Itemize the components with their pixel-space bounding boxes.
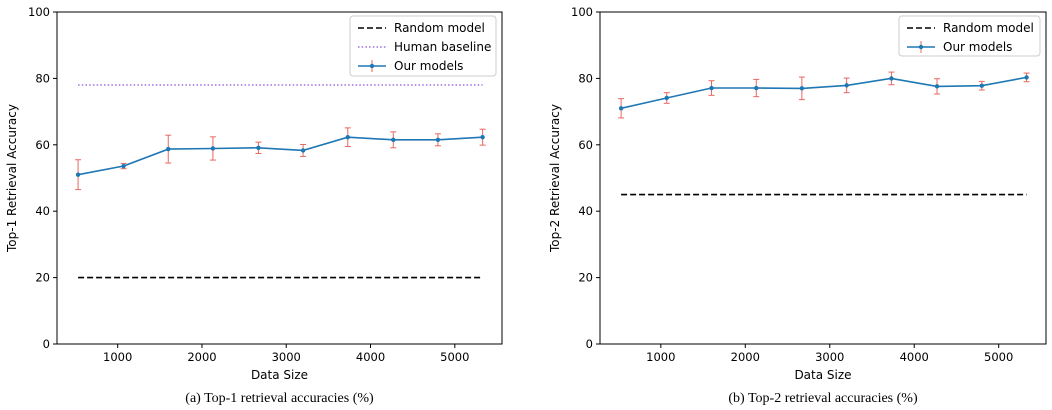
legend-label: Human baseline [394, 40, 491, 54]
legend-marker [369, 63, 375, 69]
figure-caption: (b) Top-2 retrieval accuracies (%) [728, 391, 918, 406]
data-point [754, 85, 759, 91]
y-tick-label: 0 [43, 337, 50, 351]
legend-label: Random model [394, 21, 485, 35]
x-tick-label: 2000 [187, 350, 216, 364]
data-point [345, 134, 350, 140]
x-tick-label: 4000 [356, 350, 385, 364]
data-point [300, 148, 306, 153]
y-tick-label: 40 [578, 204, 593, 218]
legend-label: Our models [394, 59, 463, 73]
y-tick-label: 100 [571, 5, 593, 19]
x-tick-label: 3000 [815, 350, 844, 364]
chart-panel-top2: 1000 2000 3000 4000 5000 0 20 40 60 80 100 Data Siz… [548, 5, 1047, 406]
x-tick-label: 5000 [440, 350, 469, 364]
legend-label: Our models [943, 40, 1012, 54]
y-axis-label: Top-2 Retrieval Accuracy [548, 104, 562, 253]
legend-box [898, 15, 1041, 57]
y-tick-label: 80 [578, 71, 593, 85]
series-line-our-models [77, 136, 483, 176]
data-point [934, 84, 940, 89]
x-tick-label: 4000 [900, 350, 929, 364]
x-tick-label: 2000 [731, 350, 760, 364]
y-tick-label: 60 [578, 138, 593, 152]
y-tick-label: 20 [35, 271, 50, 285]
x-axis-label: Data Size [794, 368, 851, 382]
data-point [844, 83, 849, 88]
data-point [618, 106, 624, 111]
data-point [391, 137, 396, 143]
y-tick-label: 60 [35, 138, 50, 152]
x-tick-label: 5000 [984, 350, 1013, 364]
data-point [799, 86, 805, 91]
y-tick-label: 0 [586, 337, 593, 351]
plot-frame [599, 11, 1047, 345]
data-point [121, 163, 126, 169]
legend-marker [918, 44, 924, 50]
legend-box [349, 15, 497, 77]
data-point [75, 172, 81, 177]
x-tick-label: 1000 [103, 350, 132, 364]
data-point [480, 134, 485, 140]
plot-frame [56, 11, 503, 345]
figure-caption: (a) Top-1 retrieval accuracies (%) [185, 391, 374, 406]
y-tick-label: 100 [28, 5, 50, 19]
data-point [256, 145, 261, 150]
x-tick-label: 1000 [646, 350, 675, 364]
y-tick-label: 20 [578, 271, 593, 285]
y-tick-label: 40 [35, 204, 50, 218]
y-tick-label: 80 [35, 71, 50, 85]
legend-label: Random model [943, 21, 1034, 35]
data-point [166, 146, 171, 152]
series-line-our-models [620, 76, 1027, 110]
data-point [889, 76, 894, 81]
data-point [1024, 75, 1029, 80]
chart-panel-top1: 1000 2000 3000 4000 5000 0 20 40 60 80 100 Data Siz… [5, 5, 503, 406]
x-tick-label: 3000 [272, 350, 301, 364]
x-axis-label: Data Size [251, 368, 308, 382]
data-point [979, 83, 985, 88]
y-axis-label: Top-1 Retrieval Accuracy [5, 104, 19, 253]
data-point [210, 146, 216, 151]
data-point [435, 137, 441, 143]
data-point [709, 85, 714, 91]
data-point [664, 95, 669, 101]
